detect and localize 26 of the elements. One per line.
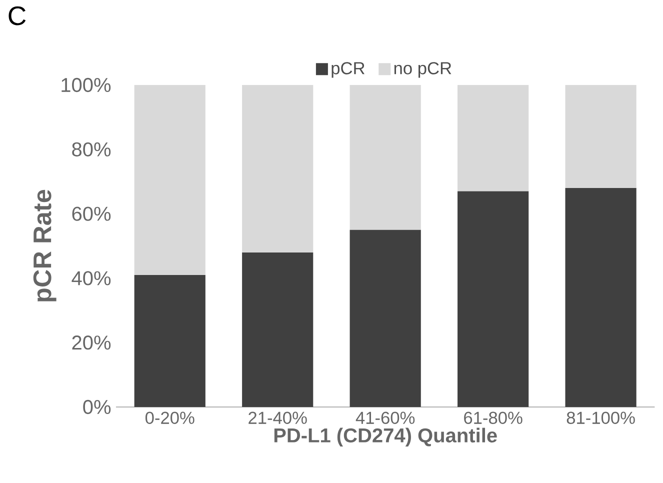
bar xyxy=(350,230,421,407)
y-tick-label: 40% xyxy=(72,271,111,286)
legend-label: pCR xyxy=(332,62,364,78)
chart-title: C xyxy=(8,6,26,26)
y-tick-label: 20% xyxy=(72,336,111,350)
y-tick-label: 100% xyxy=(62,78,111,92)
y-tick-label: 60% xyxy=(72,206,111,221)
y-tick-label: 0% xyxy=(83,400,111,414)
bar xyxy=(242,252,314,407)
x-tick-label: 21-40% xyxy=(248,412,307,424)
bar xyxy=(565,188,636,407)
x-tick-label: 41-60% xyxy=(356,412,415,424)
bar xyxy=(458,85,529,192)
bar xyxy=(458,191,529,407)
legend-label: no pCR xyxy=(394,62,452,78)
y-axis-title: pCR Rate xyxy=(33,190,56,302)
bar xyxy=(350,85,421,230)
x-tick-label: 61-80% xyxy=(464,412,522,424)
y-tick-label: 80% xyxy=(72,142,111,156)
bar xyxy=(134,274,206,407)
x-tick-label: 81-100% xyxy=(566,412,635,424)
bar xyxy=(242,85,314,252)
bar xyxy=(565,85,636,188)
x-axis-title: PD-L1 (CD274) Quantile xyxy=(274,428,497,446)
bar xyxy=(134,85,206,275)
x-tick-label: 0-20% xyxy=(145,412,194,424)
